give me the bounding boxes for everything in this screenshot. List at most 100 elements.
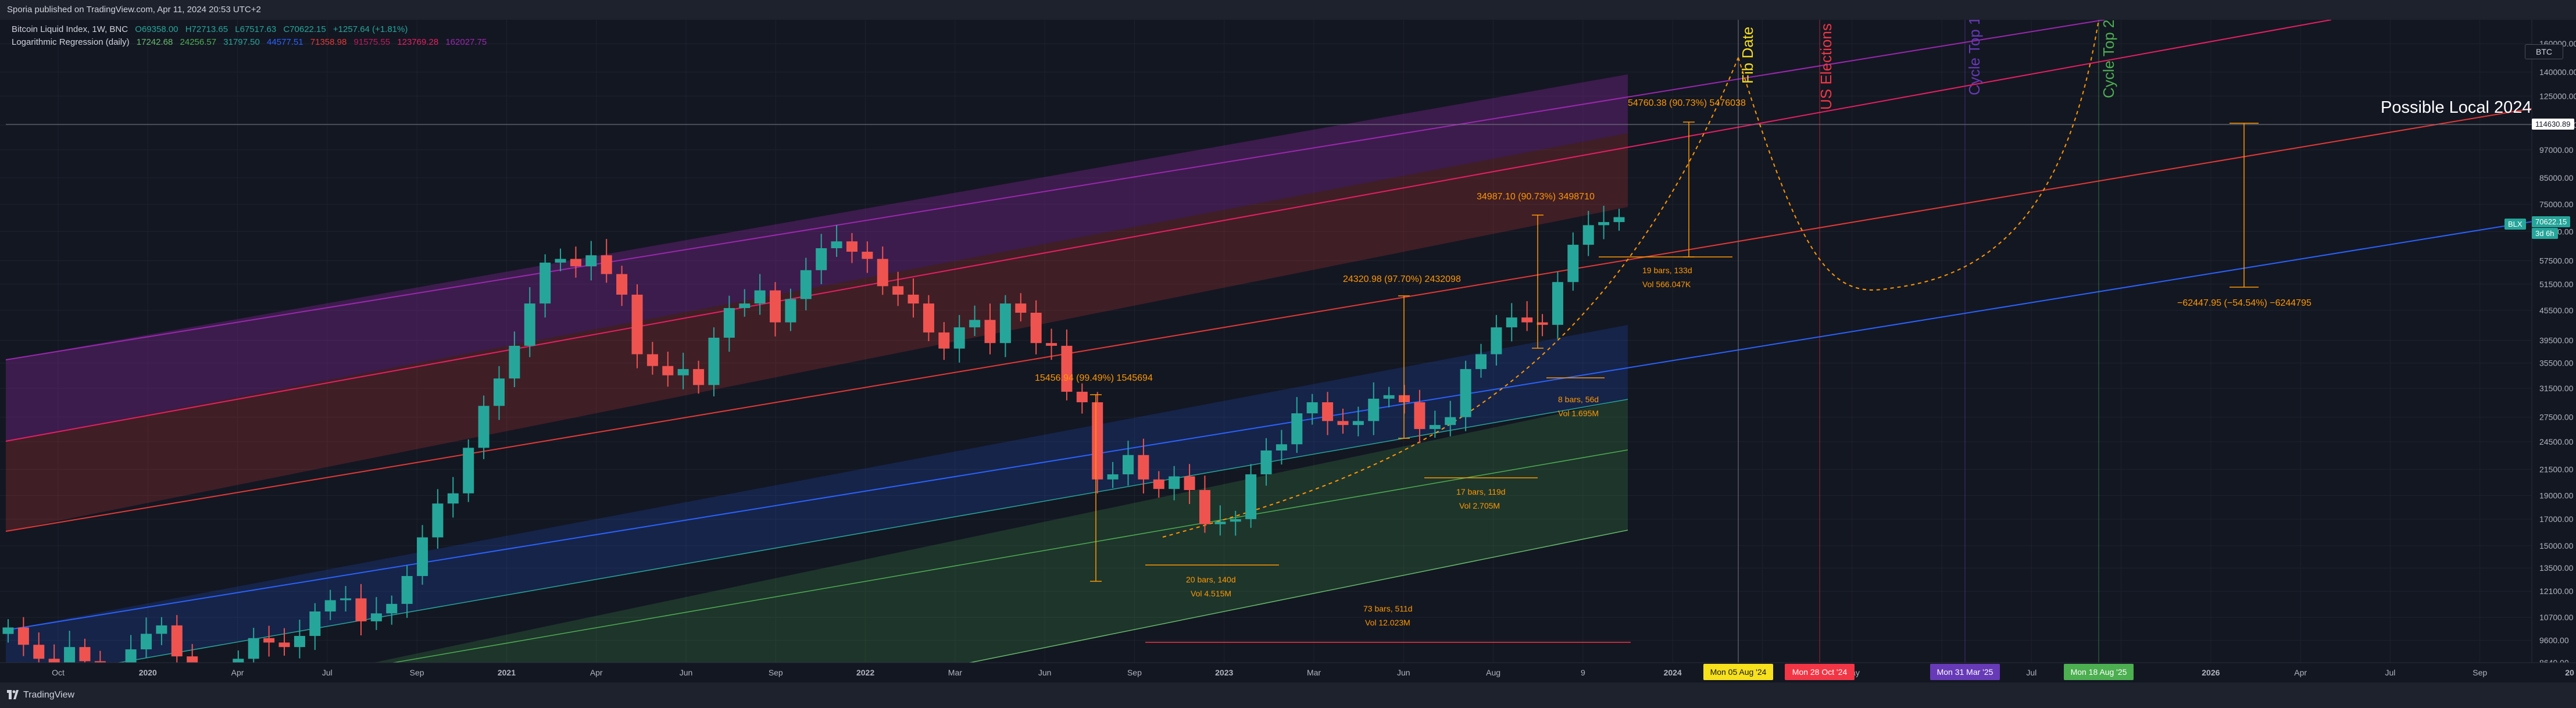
time-tick-label: Apr [231, 668, 244, 677]
candle [892, 271, 904, 306]
price-tick-label: 15000.00 [2539, 541, 2574, 550]
event-tag-label: Mon 31 Mar '25 [1937, 667, 1993, 677]
band-line-red-top [5, 19, 2332, 442]
price-tick-label: 17000.00 [2539, 514, 2574, 524]
time-tick-label: Aug [1486, 668, 1500, 677]
measure-tool-2[interactable] [1532, 214, 1605, 378]
publish-header: Sporia published on TradingView.com, Apr… [0, 0, 2576, 20]
candle [1245, 464, 1257, 528]
candle [340, 586, 352, 612]
legend-high: H72713.65 [185, 24, 228, 34]
time-tick-label: Sep [2473, 668, 2487, 677]
candle [1184, 464, 1195, 505]
time-tick-label: 2020 [139, 668, 157, 677]
candle [908, 278, 919, 318]
label-range-3b: Vol 2.705M [1459, 501, 1500, 510]
label-measure-3: 24320.98 (97.70%) 2432098 [1343, 274, 1461, 284]
price-tick-label: 97000.00 [2539, 145, 2574, 155]
band-line-blue [5, 214, 2576, 631]
candle [1260, 438, 1272, 486]
candle [432, 489, 444, 549]
candle [1414, 389, 1425, 444]
price-tick-label: 75000.00 [2539, 200, 2574, 209]
measure-tool-3[interactable] [1398, 295, 1538, 478]
price-tick-label: 39500.00 [2539, 336, 2574, 345]
legend-band-1: 17242.68 [136, 37, 173, 47]
price-tick-label: 9600.00 [2539, 636, 2569, 645]
event-tag-bg [1785, 664, 1855, 680]
legend-open: O69358.00 [135, 24, 178, 34]
time-tick-label: Jul [322, 668, 333, 677]
candle [309, 603, 321, 650]
candle [969, 305, 981, 337]
time-tick-label: Apr [590, 668, 603, 677]
candle [263, 625, 275, 657]
candle [1123, 441, 1134, 486]
label-range-5b: Vol 12.023M [1365, 618, 1410, 627]
event-tag-label: Mon 28 Oct '24 [1792, 667, 1848, 677]
candle [1582, 210, 1594, 256]
candle [1337, 409, 1349, 434]
candle [555, 248, 566, 271]
candle [294, 619, 305, 659]
level-price-tag: 114630.89 [2532, 119, 2574, 130]
candle [2, 619, 14, 643]
label-measure-5: −62447.95 (−54.54%) −6244795 [2177, 298, 2311, 308]
label-measure-1: 54760.38 (90.73%) 5476038 [1628, 98, 1746, 108]
candle [1138, 438, 1149, 494]
candle [1046, 328, 1057, 360]
time-tick-label: Jul [2385, 668, 2395, 677]
candle [677, 352, 689, 389]
candle [616, 266, 628, 306]
candle [509, 331, 520, 388]
event-tag-label: Mon 18 Aug '25 [2071, 667, 2127, 677]
event-tag-bg [1703, 664, 1773, 680]
projection-curve-dip [1738, 19, 2099, 291]
price-tick-label: 140000.00 [2539, 67, 2576, 77]
legend-indicator[interactable]: Logarithmic Regression (daily) 17242.68 … [12, 37, 491, 47]
candle [1613, 209, 1625, 231]
candle [816, 234, 827, 284]
measure-tool-1[interactable] [1599, 121, 1732, 258]
legend-band-6: 91575.55 [353, 37, 391, 47]
measure-tool-5[interactable] [2230, 123, 2259, 288]
time-tick-label: 2024 [1664, 668, 1682, 677]
symbol-badge[interactable]: BTC [2525, 44, 2563, 59]
candle [1230, 510, 1241, 536]
measure-tool-4[interactable] [1090, 394, 1279, 582]
candle [754, 274, 766, 315]
candle [540, 254, 551, 318]
label-fib-date: Fib Date [1739, 27, 1756, 84]
candle [877, 246, 888, 295]
candle [1506, 303, 1517, 342]
candle [1537, 314, 1548, 337]
legend-low: L67517.63 [235, 24, 277, 34]
legend-symbol[interactable]: Bitcoin Liquid Index, 1W, BNC O69358.00 … [12, 24, 412, 34]
time-axis-bg[interactable] [0, 663, 2576, 682]
candle [1368, 382, 1380, 435]
projection-curve-rise [1162, 57, 1739, 538]
band-line-lime [871, 530, 1628, 683]
candle [923, 295, 934, 341]
legend-change: +1257.64 (+1.81%) [333, 24, 408, 34]
band-fill-red [6, 133, 1628, 531]
time-tick-label: Jun [1397, 668, 1410, 677]
time-tick-label: 2026 [2202, 668, 2220, 677]
candle [355, 584, 367, 636]
time-tick-label: Sep [769, 668, 783, 677]
chart-pane[interactable]: Fib Date US Elections Cycle Top 1 Cycle … [0, 17, 2576, 708]
candle [417, 525, 428, 585]
chart-canvas[interactable]: Fib Date US Elections Cycle Top 1 Cycle … [0, 17, 2576, 708]
time-tick-label: Jul [2026, 668, 2036, 677]
band-fill-green [279, 399, 1628, 682]
price-tick-label: 13500.00 [2539, 563, 2574, 573]
time-tick-label: Sep [410, 668, 424, 677]
time-tick-label: Oct [52, 668, 65, 677]
candle [770, 282, 781, 337]
time-tick-label: Jun [680, 668, 693, 677]
label-range-2a: 8 bars, 56d [1558, 395, 1599, 404]
price-tick-label: 12100.00 [2539, 587, 2574, 596]
candle [156, 617, 167, 645]
candle [493, 366, 505, 420]
price-tick-label: 57500.00 [2539, 256, 2574, 266]
